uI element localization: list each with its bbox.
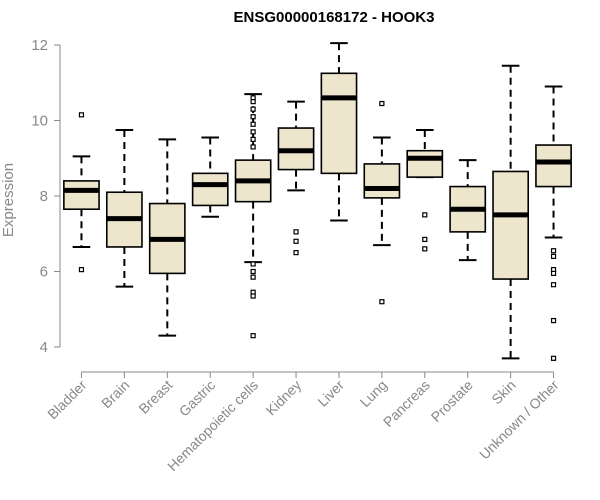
outlier-point [250,121,256,127]
box-group [449,159,487,262]
box-iqr [492,170,530,280]
x-tick-label: Skin [488,377,519,408]
outlier-point [250,136,256,142]
x-tick-label: Lung [357,377,390,410]
box-group [535,85,572,361]
outlier-point [293,229,299,235]
outlier-point [250,106,256,112]
box-iqr [191,172,229,207]
box-group [363,100,401,305]
x-tick-label: Prostate [428,377,476,425]
outlier-point [422,236,428,243]
box-iqr [406,149,444,178]
box-group [406,128,444,252]
x-tick-label: Brain [98,377,132,411]
outlier-point [550,248,557,254]
y-tick-label: 6 [40,264,48,281]
box-iqr [535,144,572,188]
y-tick-label: 8 [40,188,48,205]
box-series [63,42,572,361]
outlier-point [78,112,85,118]
x-tick-label: Pancreas [380,377,433,430]
box-iqr [363,163,401,199]
outlier-point [250,129,256,135]
outlier-point [250,333,256,339]
box-iqr [63,180,100,211]
chart-title: ENSG00000168172 - HOOK3 [234,9,435,26]
box-group [277,100,315,256]
box-group [234,93,272,339]
outlier-point [422,246,428,252]
x-tick-label: Gastric [176,377,219,420]
outlier-point [250,114,256,120]
y-tick-label: 12 [31,37,48,54]
box-iqr [320,72,358,175]
outlier-point [550,317,557,324]
outlier-point [78,267,85,273]
outlier-point [550,282,557,288]
outlier-point [379,299,385,305]
outlier-point [250,274,256,280]
outlier-point [250,261,256,267]
outlier-point [293,250,299,256]
box-group [148,138,186,337]
box-group [320,42,358,222]
box-group [492,64,530,360]
outlier-point [250,293,256,299]
outlier-point [250,144,256,150]
outlier-point [550,355,557,361]
y-tick-label: 10 [31,113,48,130]
x-tick-label: Unknown / Other [476,377,562,463]
outlier-point [293,238,299,244]
y-axis: 4 6 8 10 12 [31,37,61,356]
x-tick-label: Liver [314,377,347,410]
y-tick-label: 4 [40,339,48,356]
y-axis-label: Expression [0,163,17,237]
outlier-point [250,268,256,275]
box-group [63,112,100,273]
outlier-point [250,99,256,105]
outlier-point [550,253,557,259]
box-group [191,136,229,218]
outlier-point [379,100,385,107]
box-group [105,128,143,288]
x-tick-label: Breast [135,377,175,417]
outlier-point [550,270,557,276]
x-tick-label: Bladder [44,377,90,423]
x-tick-label: Kidney [263,377,305,419]
outlier-point [422,212,428,218]
